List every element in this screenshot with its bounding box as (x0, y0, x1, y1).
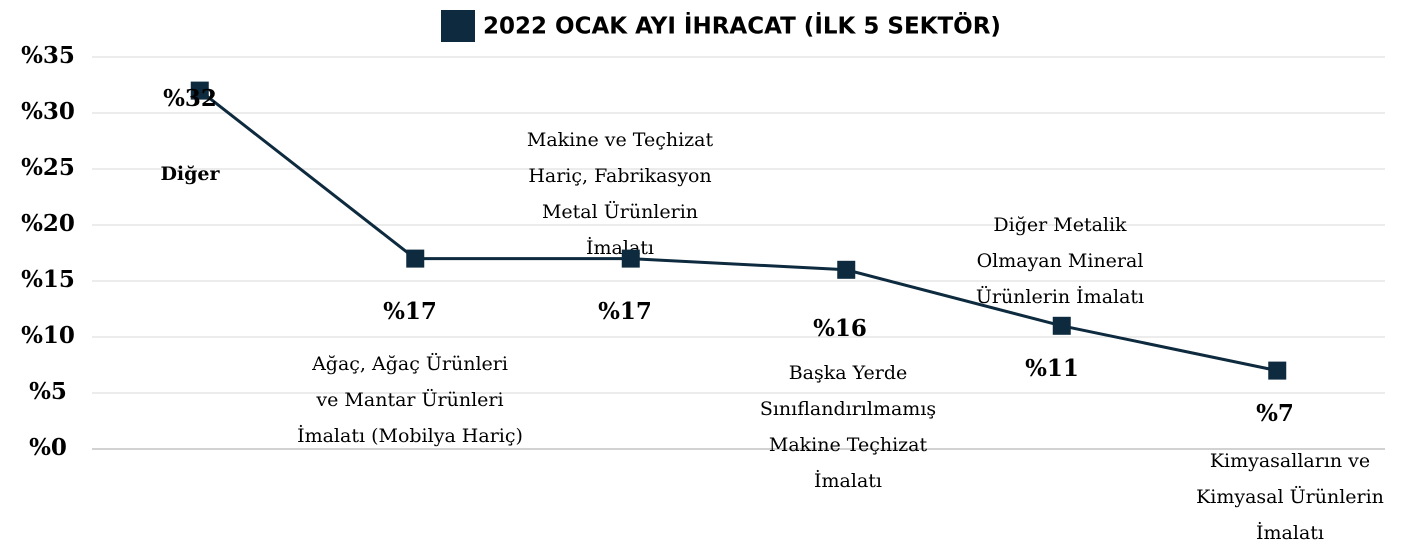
category-label: Diğer (160, 163, 220, 185)
category-label: Ağaç, Ağaç Ürünleri ve Mantar Ürünleri İma… (297, 352, 523, 447)
legend-swatch (441, 10, 475, 42)
point-marker (1052, 316, 1071, 335)
point-marker (837, 260, 856, 279)
y-tick-label: %30 (21, 98, 75, 125)
category-label: Kimyasalların ve Kimyasal Ürünlerin İmalat… (1196, 450, 1384, 544)
category-label: Makine ve Teçhizat Hariç, Fabrikasyon Meta… (527, 129, 714, 259)
y-tick-label: %0 (29, 434, 67, 461)
data-label: %17 (383, 298, 437, 325)
data-label: %32 (163, 85, 217, 112)
data-label: %17 (598, 298, 652, 325)
point-marker (1268, 361, 1287, 380)
y-tick-label: %20 (21, 210, 75, 237)
point-marker (406, 249, 425, 268)
series-line (198, 89, 1278, 373)
category-label: Diğer Metalik Olmayan Mineral Ürünlerin İm… (976, 214, 1144, 308)
y-tick-label: %10 (21, 322, 75, 349)
point-marker (621, 249, 640, 268)
y-tick-label: %15 (21, 266, 75, 293)
data-label: %16 (813, 315, 867, 342)
data-label: %11 (1025, 355, 1079, 382)
legend-label: 2022 OCAK AYI İHRACAT (İLK 5 SEKTÖR) (483, 12, 1001, 40)
point-marker (190, 81, 209, 100)
category-label: Başka Yerde Sınıflandırılmamış Makine Teçh… (760, 362, 936, 492)
y-tick-label: %35 (21, 42, 75, 69)
data-label: %7 (1256, 400, 1294, 427)
y-tick-label: %25 (21, 154, 75, 181)
y-tick-label: %5 (29, 378, 67, 405)
